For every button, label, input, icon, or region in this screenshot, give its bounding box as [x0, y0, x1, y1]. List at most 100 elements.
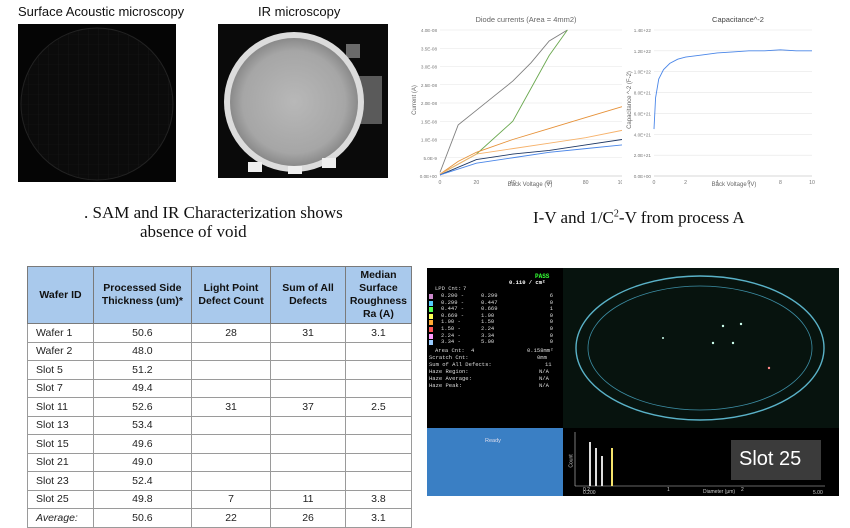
bin-value: 1	[549, 305, 553, 313]
table-cell: 31	[190, 397, 272, 417]
iv-grid	[440, 29, 622, 177]
series-line	[439, 129, 623, 175]
monitor-haze-avg-val: N/A	[539, 375, 549, 382]
table-row: Slot 23 52.4	[27, 471, 413, 491]
monitor-bins: 0.200 -0.299 6 0.299 -0.447 0 0.447 -0.669 1 0…	[429, 292, 559, 346]
bin-value: 1.00	[481, 311, 495, 319]
bin-value: 0.299	[481, 292, 498, 299]
caption-right-sup: 2	[613, 208, 619, 220]
iv-xlabel: Back Voltage (V)	[508, 182, 553, 188]
iv-y-ticks: 0.0E+00 5.0E-9 1.0E-08 1.5E-08 2.0E-08 2.5E-0…	[420, 28, 438, 179]
bin-value: 0.447 -	[441, 305, 465, 313]
sam-label: Surface Acoustic microscopy	[18, 4, 185, 19]
table-cell: Slot 5	[27, 360, 94, 380]
bin-value: 1.50 -	[441, 324, 461, 332]
ir-wafer-graphic	[224, 32, 382, 174]
table-cell	[190, 341, 272, 361]
monitor-ready-panel: Ready	[427, 428, 563, 496]
bin-color-swatch	[429, 300, 433, 306]
table-cell: Slot 13	[27, 415, 94, 435]
bin-value: 2.24	[481, 324, 495, 332]
bin-row: 0.299 - 0.447 0	[429, 298, 559, 307]
table-cell: Slot 23	[27, 471, 94, 491]
table-cell	[270, 378, 346, 398]
monitor-sum-val: 11	[545, 361, 552, 368]
y-tick-label: 3.5E-08	[421, 46, 438, 51]
bin-row: 0.447 - 0.669 1	[429, 306, 559, 313]
monitor-scratch-val: 0mm	[537, 354, 547, 361]
y-tick-label: 4.0E+21	[634, 132, 652, 137]
bin-value: 0	[549, 298, 553, 306]
caption-left-line2: absence of void	[140, 222, 247, 241]
bin-value: 0	[549, 331, 553, 339]
wafer-map-graphic	[575, 275, 825, 421]
bin-value: 0	[549, 318, 553, 326]
monitor-pass: PASS	[535, 273, 550, 280]
cv-y-ticks: 0.0E+00 2.0E+21 4.0E+21 6.0E+21 8.0E+21 1.0E+…	[634, 28, 652, 179]
series-line	[439, 144, 623, 176]
table-cell: 50.6	[92, 323, 192, 343]
monitor-haze-avg: Haze Average:	[429, 375, 472, 382]
y-tick-label: 2.0E+21	[634, 153, 652, 158]
bin-value: 6	[549, 292, 553, 299]
y-tick-label: 1.2E+22	[634, 49, 652, 54]
table-row: Slot 5 51.2	[27, 360, 413, 380]
table-cell	[190, 415, 272, 435]
table-cell: 3.1	[344, 323, 413, 343]
table-cell: 49.0	[92, 452, 192, 472]
bin-color-swatch	[429, 340, 433, 346]
table-cell	[270, 341, 346, 361]
table-cell	[190, 434, 272, 454]
x-tick-label: 0	[439, 180, 442, 186]
table-row: Slot 7 49.4	[27, 378, 413, 398]
y-tick-label: 2.5E-08	[421, 83, 438, 88]
bin-value: 0.200 -	[441, 292, 465, 299]
iv-ylabel: Current (A)	[412, 85, 418, 115]
x-tick-label: 40	[510, 180, 516, 186]
table-cell: Slot 25	[27, 489, 94, 509]
table-row: Slot 13 53.4	[27, 415, 413, 435]
monitor-scratch-label: Scratch Cnt:	[429, 354, 469, 361]
bin-value: 5.00	[481, 338, 495, 346]
monitor-area-val: 0.158mm²	[527, 347, 554, 354]
series-line	[439, 139, 623, 176]
x-tick-label: 8	[779, 180, 782, 186]
table-cell: Slot 11	[27, 397, 94, 417]
bin-value: 3.34	[481, 331, 495, 339]
x-tick-label: 80	[583, 180, 589, 186]
histogram-xstart: 0.200	[583, 490, 596, 496]
histogram-graphic	[574, 432, 825, 487]
monitor-area-cnt-label: Area Cnt:	[435, 347, 465, 354]
bin-value: 0.669 -	[441, 311, 465, 319]
table-cell	[270, 452, 346, 472]
caption-right-suffix: -V from process A	[618, 208, 745, 227]
table-cell	[344, 452, 413, 472]
table-row: Wafer 2 48.0	[27, 341, 413, 361]
table-cell: 52.4	[92, 471, 192, 491]
table-cell: 49.6	[92, 434, 192, 454]
table-cell	[270, 360, 346, 380]
x-tick-label: 20	[474, 180, 480, 186]
x-tick-label: 6	[747, 180, 750, 186]
y-tick-label: 0.0E+00	[420, 174, 438, 179]
wafer-table: Wafer ID Processed Side Thickness (um)* …	[27, 266, 413, 528]
header-wafer-id: Wafer ID	[27, 266, 94, 324]
y-tick-label: 8.0E+21	[634, 91, 652, 96]
bin-color-swatch	[429, 313, 433, 319]
bin-value: 1.50	[481, 318, 495, 326]
table-cell	[190, 378, 272, 398]
bin-row: 1.50 - 2.24 0	[429, 324, 559, 333]
cv-chart-title: Capacitance^-2	[712, 15, 764, 24]
bin-color-swatch	[429, 333, 433, 339]
bin-color-swatch	[429, 320, 433, 326]
histogram-tick-2: 2	[741, 487, 744, 493]
table-row: Wafer 1 50.6 28 31 3.1	[27, 323, 413, 343]
table-cell	[270, 471, 346, 491]
x-tick-label: 4	[716, 180, 719, 186]
x-tick-label: 60	[546, 180, 552, 186]
table-cell: 50.6	[92, 508, 192, 528]
table-row: Slot 11 52.6 31 37 2.5	[27, 397, 413, 417]
header-sum-defects: Sum of All Defects	[270, 266, 346, 324]
histogram-xlabel: Diameter (μm)	[703, 489, 736, 495]
y-tick-label: 6.0E+21	[634, 111, 652, 116]
